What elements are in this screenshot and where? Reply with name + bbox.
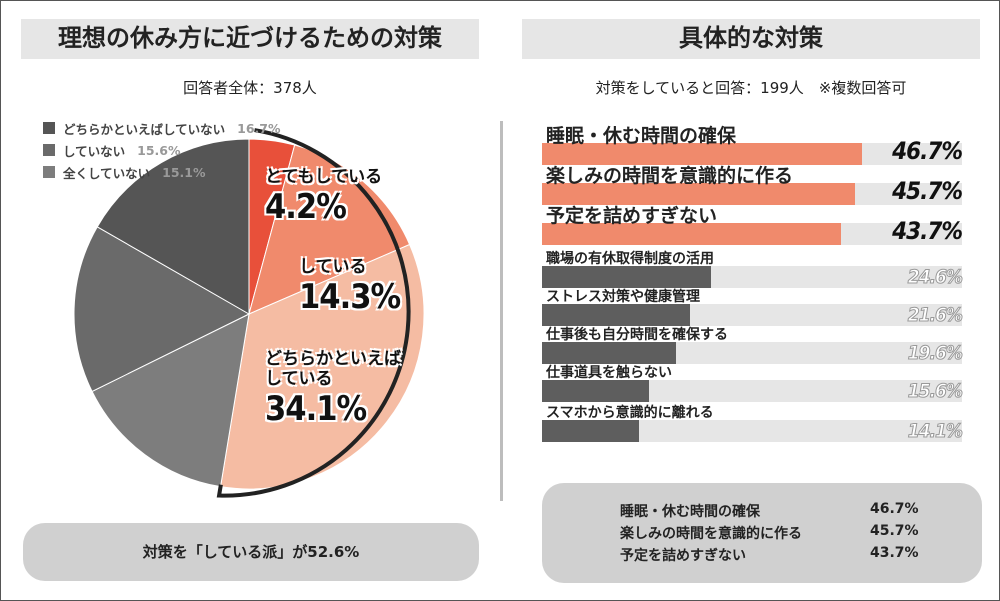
bar-label: ストレス対策や健康管理 [546, 289, 700, 305]
bar-label: スマホから意識的に離れる [546, 405, 714, 421]
legend-item: 全くしていない 15.1% [43, 161, 281, 183]
left-summary-pill: 対策を「している派」が52.6% [23, 523, 479, 581]
bar-value-label: 19.6% [907, 342, 963, 365]
slice-label-name-line2: している [265, 369, 333, 389]
bar-value-label: 21.6% [907, 304, 963, 327]
bar [542, 420, 639, 442]
right-panel-subtitle: 対策をしていると回答：199人 ※複数回答可 [595, 79, 907, 97]
pie-slice-not-at-all [91, 313, 250, 488]
legend-swatch [43, 122, 55, 134]
legend-label: どちらかといえばしていない [63, 121, 226, 137]
summary-row: 楽しみの時間を意識的に作る 45.7% [620, 523, 920, 543]
bar-row: 予定を詰めすぎない 43.7% [542, 203, 963, 245]
bar-label: 楽しみの時間を意識的に作る [546, 165, 794, 187]
bar-track [542, 420, 962, 442]
left-summary-text: 対策を「している派」が52.6% [142, 543, 360, 561]
bar-label: 睡眠・休む時間の確保 [546, 125, 737, 147]
slice-label-value: 14.3% [299, 277, 401, 317]
slice-label-value: 34.1% [265, 389, 367, 429]
legend-swatch [43, 144, 55, 156]
slice-label-value: 4.2% [265, 187, 347, 227]
bar [542, 342, 677, 364]
legend-value: 15.6% [137, 142, 181, 158]
slice-label-doing: している 14.3% [299, 257, 401, 317]
summary-row: 予定を詰めすぎない 43.7% [620, 545, 920, 565]
pie-slice-somewhat [219, 243, 425, 490]
bar-value-label: 15.6% [907, 380, 963, 403]
pie-slice-somewhat-not [96, 138, 250, 315]
legend-swatch [43, 166, 55, 178]
pie-slice-not-doing [73, 226, 251, 393]
bar [542, 223, 842, 245]
slice-label-very-much: とてもしている 4.2% [265, 167, 382, 227]
legend-value: 16.7% [237, 120, 281, 136]
bar-row: 睡眠・休む時間の確保 46.7% [542, 123, 963, 165]
summary-value: 46.7% [870, 501, 919, 517]
bar-label: 仕事後も自分時間を確保する [546, 327, 728, 343]
summary-value: 45.7% [870, 523, 919, 539]
legend-item: どちらかといえばしていない 16.7% [43, 117, 281, 139]
bar-value-label: 43.7% [892, 217, 963, 245]
bar-row: 楽しみの時間を意識的に作る 45.7% [542, 163, 963, 205]
bar [542, 183, 856, 205]
bar-label: 予定を詰めすぎない [546, 205, 718, 227]
slice-label-name: している [299, 257, 367, 277]
legend-label: していない [63, 143, 126, 159]
bar-row: 仕事後も自分時間を確保する 19.6% [542, 322, 964, 365]
left-panel-subtitle: 回答者全体：378人 [183, 79, 317, 97]
legend-value: 15.1% [162, 164, 206, 180]
bar-row: ストレス対策や健康管理 21.6% [542, 284, 964, 327]
left-panel-title: 理想の休み方に近づけるための対策 [21, 19, 479, 59]
legend-label: 全くしていない [63, 165, 151, 181]
bar-row: スマホから意識的に離れる 14.1% [542, 400, 964, 443]
bar-value-label: 14.1% [907, 420, 963, 443]
right-panel-title: 具体的な対策 [522, 19, 980, 59]
doing-group-highlight-arc [216, 128, 411, 498]
slice-label-somewhat: どちらかといえば している 34.1% [265, 349, 401, 429]
summary-value: 43.7% [870, 545, 919, 561]
bar-row: 職場の有休取得制度の活用 24.6% [542, 246, 964, 289]
right-summary-pill: 睡眠・休む時間の確保 46.7% 楽しみの時間を意識的に作る 45.7% 予定を… [542, 483, 982, 583]
summary-label: 楽しみの時間を意識的に作る [620, 526, 802, 542]
bar [542, 304, 690, 326]
bar [542, 266, 711, 288]
summary-row: 睡眠・休む時間の確保 46.7% [620, 501, 920, 521]
pie-chart [73, 128, 425, 498]
slice-label-name-line1: どちらかといえば [265, 349, 401, 369]
bar-value-label: 45.7% [892, 177, 963, 205]
pie-legend: どちらかといえばしていない 16.7% していない 15.6% 全くしていない … [43, 117, 281, 183]
bar-label: 職場の有休取得制度の活用 [546, 251, 714, 267]
slice-label-name: とてもしている [265, 167, 383, 187]
bar-value-label: 24.6% [907, 266, 963, 289]
bar [542, 143, 862, 165]
bar-row: 仕事道具を触らない 15.6% [542, 360, 964, 403]
bar [542, 380, 649, 402]
summary-label: 睡眠・休む時間の確保 [620, 504, 760, 520]
legend-item: していない 15.6% [43, 139, 281, 161]
summary-label: 予定を詰めすぎない [620, 548, 746, 564]
bar-label: 仕事道具を触らない [546, 365, 672, 381]
bar-value-label: 46.7% [892, 137, 963, 165]
panel-divider [500, 121, 503, 501]
